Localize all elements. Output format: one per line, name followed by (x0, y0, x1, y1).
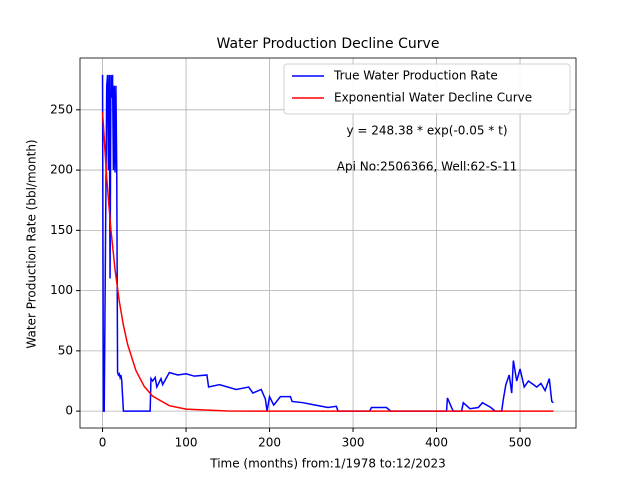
data-line (101, 111, 554, 412)
legend-label: True Water Production Rate (333, 69, 498, 83)
y-tick-label: 0 (65, 404, 73, 418)
x-axis-label: Time (months) from:1/1978 to:12/2023 (209, 457, 446, 471)
x-tick-label: 200 (258, 436, 281, 450)
plot-frame (79, 57, 577, 429)
annotation: Api No:2506366, Well:62-S-11 (337, 160, 517, 174)
annotation: y = 248.38 * exp(-0.05 * t) (346, 124, 507, 138)
y-tick-label: 150 (50, 223, 73, 237)
x-tick-label: 100 (175, 436, 198, 450)
x-tick-label: 500 (509, 436, 532, 450)
x-tick-label: 300 (342, 436, 365, 450)
x-tick-label: 400 (425, 436, 448, 450)
data-line (101, 74, 554, 412)
y-tick-label: 250 (50, 102, 73, 116)
y-axis-label: Water Production Rate (bbl/month) (25, 139, 39, 348)
y-tick-label: 50 (58, 343, 73, 357)
chart-title: Water Production Decline Curve (217, 36, 440, 52)
x-tick-label: 0 (99, 436, 107, 450)
y-tick-label: 100 (50, 283, 73, 297)
y-tick-label: 200 (50, 163, 73, 177)
legend-label: Exponential Water Decline Curve (334, 91, 532, 105)
legend-box (283, 63, 571, 115)
